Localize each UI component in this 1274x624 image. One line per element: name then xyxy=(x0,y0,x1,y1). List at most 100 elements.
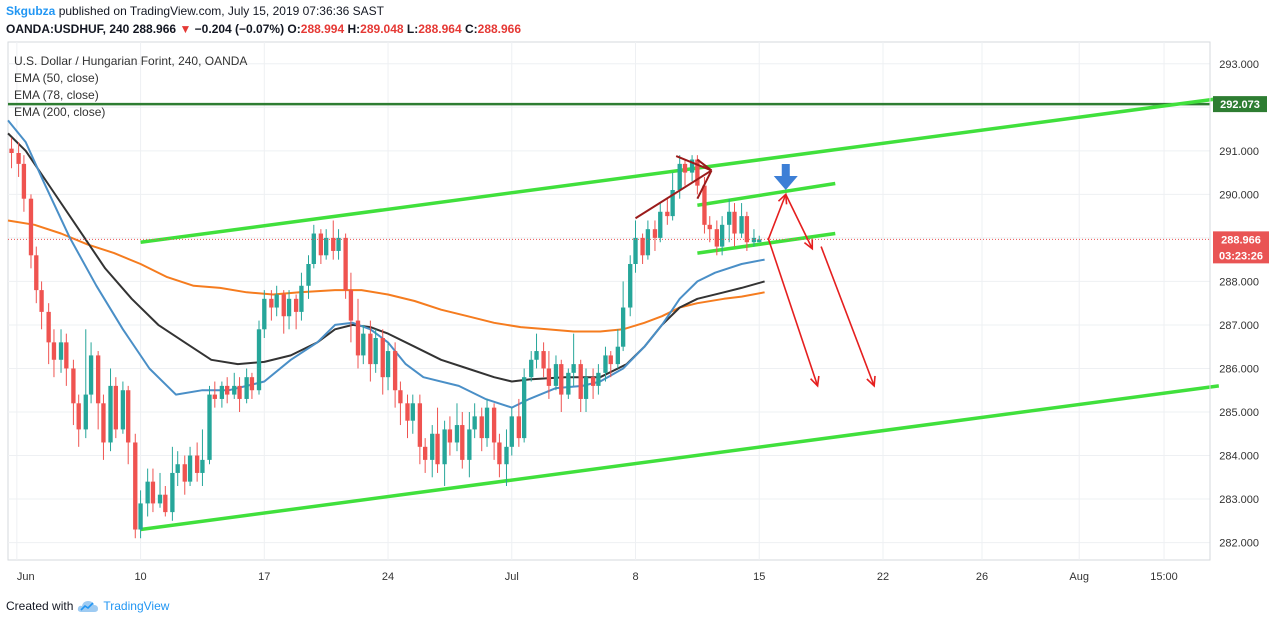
candle xyxy=(281,290,286,334)
footer: Created with TradingView xyxy=(6,599,169,613)
price-tick-label: 287.000 xyxy=(1219,320,1259,332)
candle-body xyxy=(21,163,27,199)
legend-ema50[interactable]: EMA (50, close) xyxy=(14,71,99,85)
candle xyxy=(212,381,217,408)
candle xyxy=(145,468,150,517)
candle-body xyxy=(150,481,156,504)
candle xyxy=(491,403,497,460)
tradingview-logo-text[interactable]: TradingView xyxy=(103,599,170,613)
candle-body xyxy=(603,355,608,373)
author-link[interactable]: Skgubza xyxy=(6,4,56,18)
channel-bottom-line xyxy=(140,384,1220,532)
candle-body xyxy=(256,329,262,391)
candle-body xyxy=(608,355,613,365)
candle-body xyxy=(571,364,576,373)
publish-info: Skgubza published on TradingView.com, Ju… xyxy=(6,4,384,18)
candle-body xyxy=(76,403,81,430)
candle-body xyxy=(559,364,564,395)
candle-body xyxy=(702,185,707,225)
candle xyxy=(95,351,101,430)
candle-body xyxy=(200,459,205,473)
candle xyxy=(256,320,262,395)
candle xyxy=(628,255,633,317)
candle-body xyxy=(392,351,398,391)
projection-line xyxy=(767,237,819,387)
candle-body xyxy=(355,320,361,356)
price-tick-label: 290.000 xyxy=(1219,189,1259,201)
candle xyxy=(380,329,385,395)
candle xyxy=(157,472,163,508)
candle xyxy=(392,342,398,408)
candle-body xyxy=(237,385,242,399)
legend-ema78[interactable]: EMA (78, close) xyxy=(14,88,99,102)
candle xyxy=(454,403,460,452)
candle-body xyxy=(9,148,14,153)
candle-body xyxy=(88,355,94,395)
candle-body xyxy=(658,211,663,238)
candle-body xyxy=(529,359,534,378)
price-tick-label: 283.000 xyxy=(1219,494,1259,506)
candle xyxy=(286,290,292,330)
candle-body xyxy=(757,239,762,243)
candle-body xyxy=(175,464,180,473)
candle xyxy=(497,433,502,478)
candle xyxy=(28,194,34,269)
ema78-line xyxy=(7,132,765,383)
time-tick-label: 22 xyxy=(877,571,889,583)
candle xyxy=(200,429,205,486)
wedge-line xyxy=(634,169,713,220)
candle xyxy=(101,394,106,460)
last-price: 288.966 xyxy=(132,22,177,36)
candle-body xyxy=(727,211,732,225)
candle-body xyxy=(145,481,150,504)
candle xyxy=(652,220,658,251)
candle-body xyxy=(51,342,57,360)
candle-body xyxy=(682,163,688,173)
candle-body xyxy=(274,294,279,308)
candle xyxy=(405,394,410,439)
candle xyxy=(51,329,57,378)
close-label: C: xyxy=(464,22,478,36)
candle-body xyxy=(219,385,225,399)
price-tick-label: 291.000 xyxy=(1219,146,1259,158)
candle xyxy=(336,229,341,260)
candle-body xyxy=(120,390,126,430)
projection-arrow xyxy=(785,194,814,251)
chart-legend: U.S. Dollar / Hungarian Forint, 240, OAN… xyxy=(14,53,247,121)
candle xyxy=(417,394,423,465)
projection-arrow xyxy=(767,237,820,388)
candle-body xyxy=(534,351,539,360)
candle-body xyxy=(373,338,378,365)
candle-body xyxy=(497,442,502,465)
legend-ema200[interactable]: EMA (200, close) xyxy=(14,105,106,119)
candle xyxy=(194,442,200,482)
candle xyxy=(442,420,447,486)
candle-body xyxy=(695,159,700,186)
candle-body xyxy=(157,494,163,504)
candle xyxy=(596,364,601,395)
candle-body xyxy=(398,390,403,404)
candle-body xyxy=(182,464,187,482)
candle xyxy=(269,290,274,321)
candle xyxy=(529,351,534,382)
candle-body xyxy=(479,416,484,439)
candle xyxy=(645,220,651,260)
projection-line xyxy=(767,194,787,241)
candle xyxy=(430,425,435,478)
candle xyxy=(504,429,509,486)
candle xyxy=(460,412,465,469)
candle-body xyxy=(138,503,143,530)
candle-body xyxy=(380,338,385,378)
candle xyxy=(237,377,242,412)
candle xyxy=(541,342,546,378)
candle-body xyxy=(361,333,366,356)
price-tick-label: 293.000 xyxy=(1219,59,1259,71)
price-tick-label: 288.000 xyxy=(1219,276,1259,288)
candle-body xyxy=(491,407,497,443)
open-label: O: xyxy=(287,22,301,36)
created-with-text: Created with xyxy=(6,599,74,613)
candle xyxy=(9,137,14,169)
candle-body xyxy=(521,377,527,439)
price-tick-label: 284.000 xyxy=(1219,451,1259,463)
